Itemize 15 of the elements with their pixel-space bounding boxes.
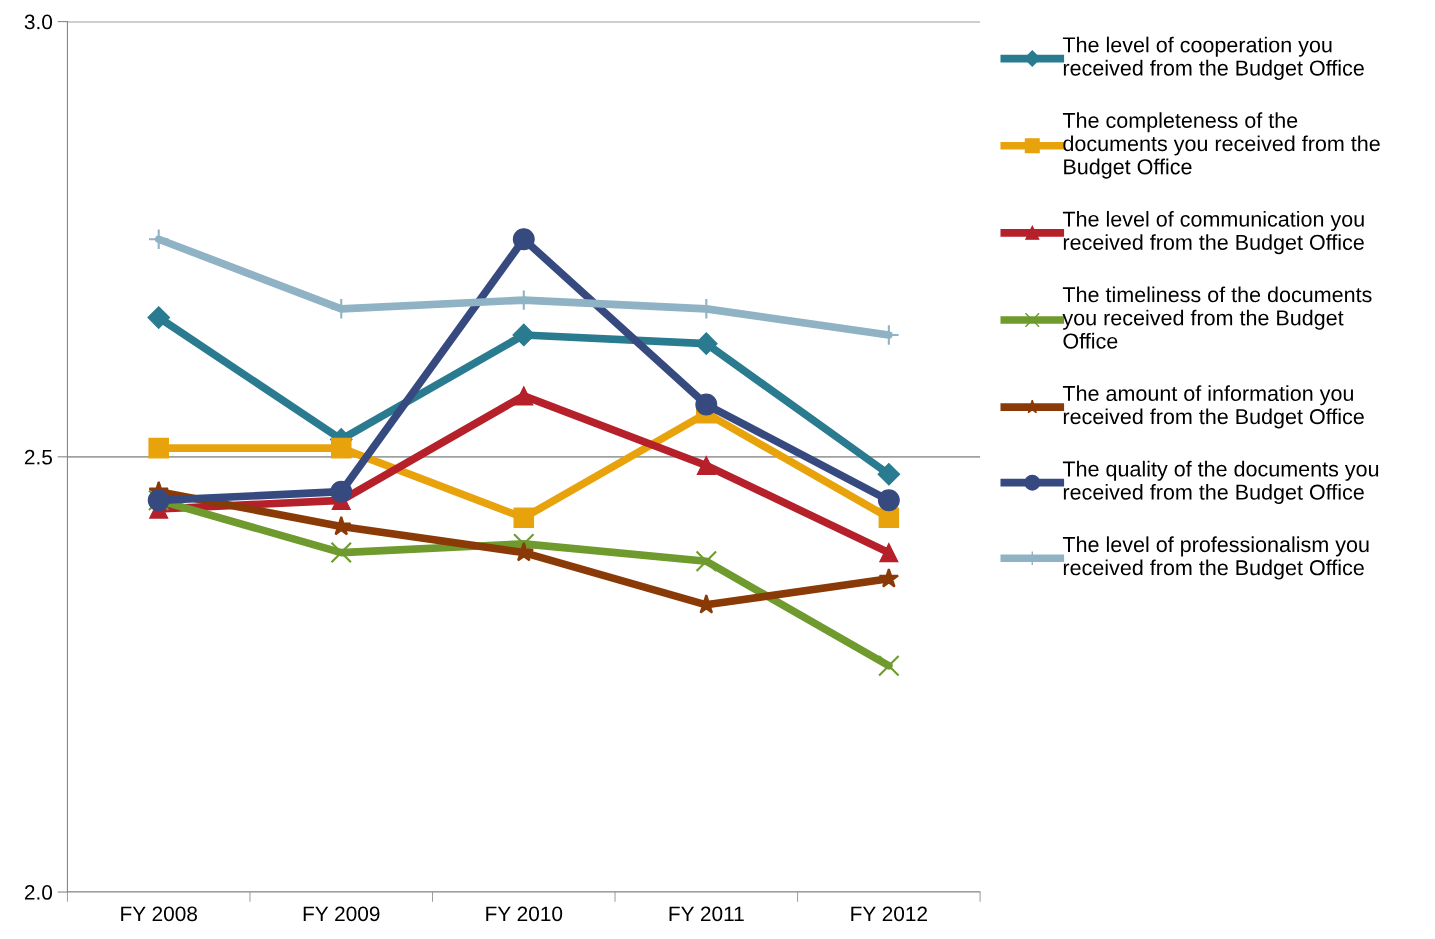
y-tick-label: 2.0	[24, 885, 53, 900]
y-tick-label: 3.0	[24, 14, 53, 30]
legend-label: The completeness of the documents you received from the Budget Office	[1062, 112, 1380, 179]
legend-label: The timeliness of the documents you received from the Budget Office	[1062, 286, 1372, 349]
x-tick-label: FY 2009	[303, 906, 380, 922]
x-tick-label: FY 2011	[669, 906, 744, 922]
x-tick-label: FY 2012	[851, 906, 927, 922]
y-tick-label: 2.5	[24, 449, 52, 465]
x-tick-label: FY 2008	[121, 906, 197, 922]
legend-label: The level of communication you received from the Budget Office	[1062, 210, 1364, 255]
legend-label: The quality of the documents you received from the Budget Office	[1062, 460, 1379, 505]
legend-label: The level of professionalism you received from the Budget Office	[1062, 536, 1369, 580]
legend-label: The amount of information you received from the Budget Office	[1062, 385, 1364, 429]
x-tick-label: FY 2010	[486, 906, 563, 922]
legend-label: The level of cooperation you received from the Budget Office	[1062, 36, 1364, 80]
